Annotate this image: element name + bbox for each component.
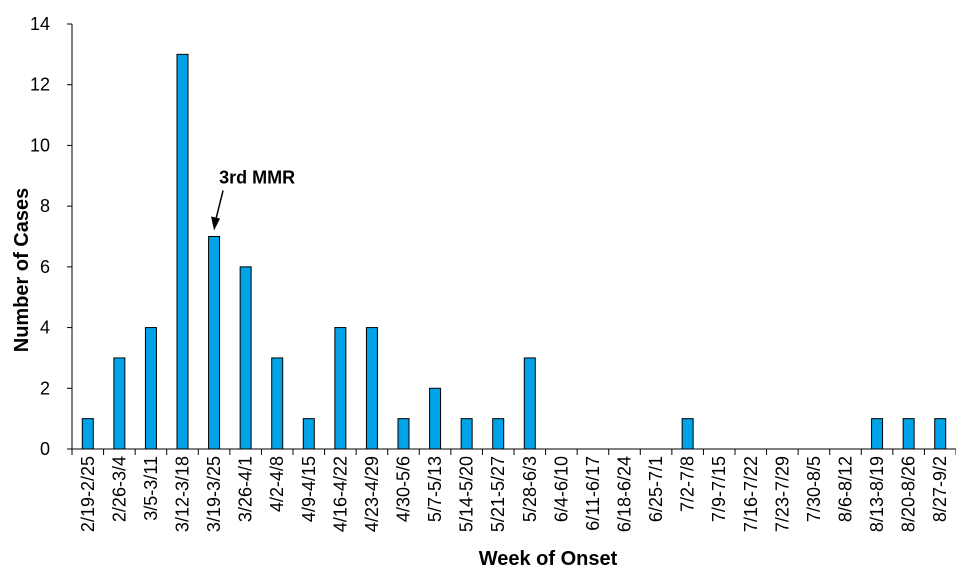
y-tick-label: 6: [40, 257, 50, 277]
x-axis-title: Week of Onset: [479, 548, 618, 570]
x-tick-label: 8/20-8/26: [899, 456, 919, 532]
y-tick-label: 10: [30, 135, 50, 155]
bar: [902, 418, 915, 450]
y-tick-label: 2: [40, 378, 50, 398]
bar: [271, 357, 284, 450]
bar: [681, 418, 694, 450]
y-axis-ticks: 0 2 4 6 8 10 12 14: [30, 14, 72, 459]
x-tick-label: 5/28-6/3: [520, 456, 540, 522]
annotations-group: 3rd MMR: [211, 168, 295, 231]
x-tick-label: 2/19-2/25: [78, 456, 98, 532]
y-axis-title: Number of Cases: [11, 188, 33, 353]
x-tick-label: 4/2-4/8: [267, 456, 287, 512]
x-tick-label: 3/5-3/11: [141, 456, 161, 521]
x-tick-label: 3/19-3/25: [204, 456, 224, 532]
x-tick-label: 7/30-8/5: [804, 456, 824, 522]
bar: [492, 418, 505, 450]
x-tick-label: 7/9-7/15: [709, 456, 729, 522]
bar: [523, 357, 536, 450]
bar: [365, 327, 378, 450]
x-axis-ticks: 2/19-2/25 2/26-3/4 3/5-3/11 3/12-3/18 3/19-3…: [71, 449, 956, 532]
bar: [334, 327, 347, 450]
x-tick-label: 8/13-8/19: [867, 456, 887, 532]
x-tick-label: 4/30-5/6: [394, 456, 414, 522]
x-tick-label: 6/18-6/24: [615, 456, 635, 532]
x-tick-label: 5/7-5/13: [425, 456, 445, 522]
x-tick-label: 6/11-6/17: [583, 456, 603, 531]
y-tick-label: 4: [40, 318, 50, 338]
x-tick-label: 4/16-4/22: [330, 456, 350, 532]
bar: [81, 418, 94, 450]
bar: [397, 418, 410, 450]
x-tick-label: 5/14-5/20: [457, 456, 477, 532]
y-tick-label: 0: [40, 439, 50, 459]
x-tick-label: 6/4-6/10: [551, 456, 571, 522]
bar: [429, 387, 442, 450]
bar: [176, 53, 189, 450]
x-tick-label: 8/6-8/12: [836, 456, 856, 522]
bars-group: [81, 53, 947, 450]
x-tick-label: 7/23-7/29: [772, 456, 792, 532]
y-tick-label: 14: [30, 14, 50, 34]
bar: [144, 327, 157, 450]
annotation-label: 3rd MMR: [219, 168, 295, 188]
x-tick-label: 4/9-4/15: [299, 456, 319, 522]
bar: [934, 418, 947, 450]
bar: [113, 357, 126, 450]
x-tick-label: 2/26-3/4: [109, 456, 129, 522]
annotation-arrow-shaft: [215, 190, 224, 219]
bar: [208, 236, 221, 450]
x-tick-label: 5/21-5/27: [488, 456, 508, 532]
y-tick-label: 12: [30, 75, 50, 95]
x-tick-label: 7/2-7/8: [678, 456, 698, 512]
bar: [871, 418, 884, 450]
x-tick-label: 8/27-9/2: [930, 456, 950, 522]
y-tick-label: 8: [40, 196, 50, 216]
bar: [239, 266, 252, 450]
x-tick-label: 4/23-4/29: [362, 456, 382, 532]
bar: [302, 418, 315, 450]
x-tick-label: 7/16-7/22: [741, 456, 761, 532]
x-tick-label: 3/26-4/1: [236, 456, 256, 522]
bar: [460, 418, 473, 450]
x-tick-label: 6/25-7/1: [646, 456, 666, 522]
x-tick-label: 3/12-3/18: [173, 456, 193, 532]
annotation-arrow-head: [211, 216, 221, 231]
